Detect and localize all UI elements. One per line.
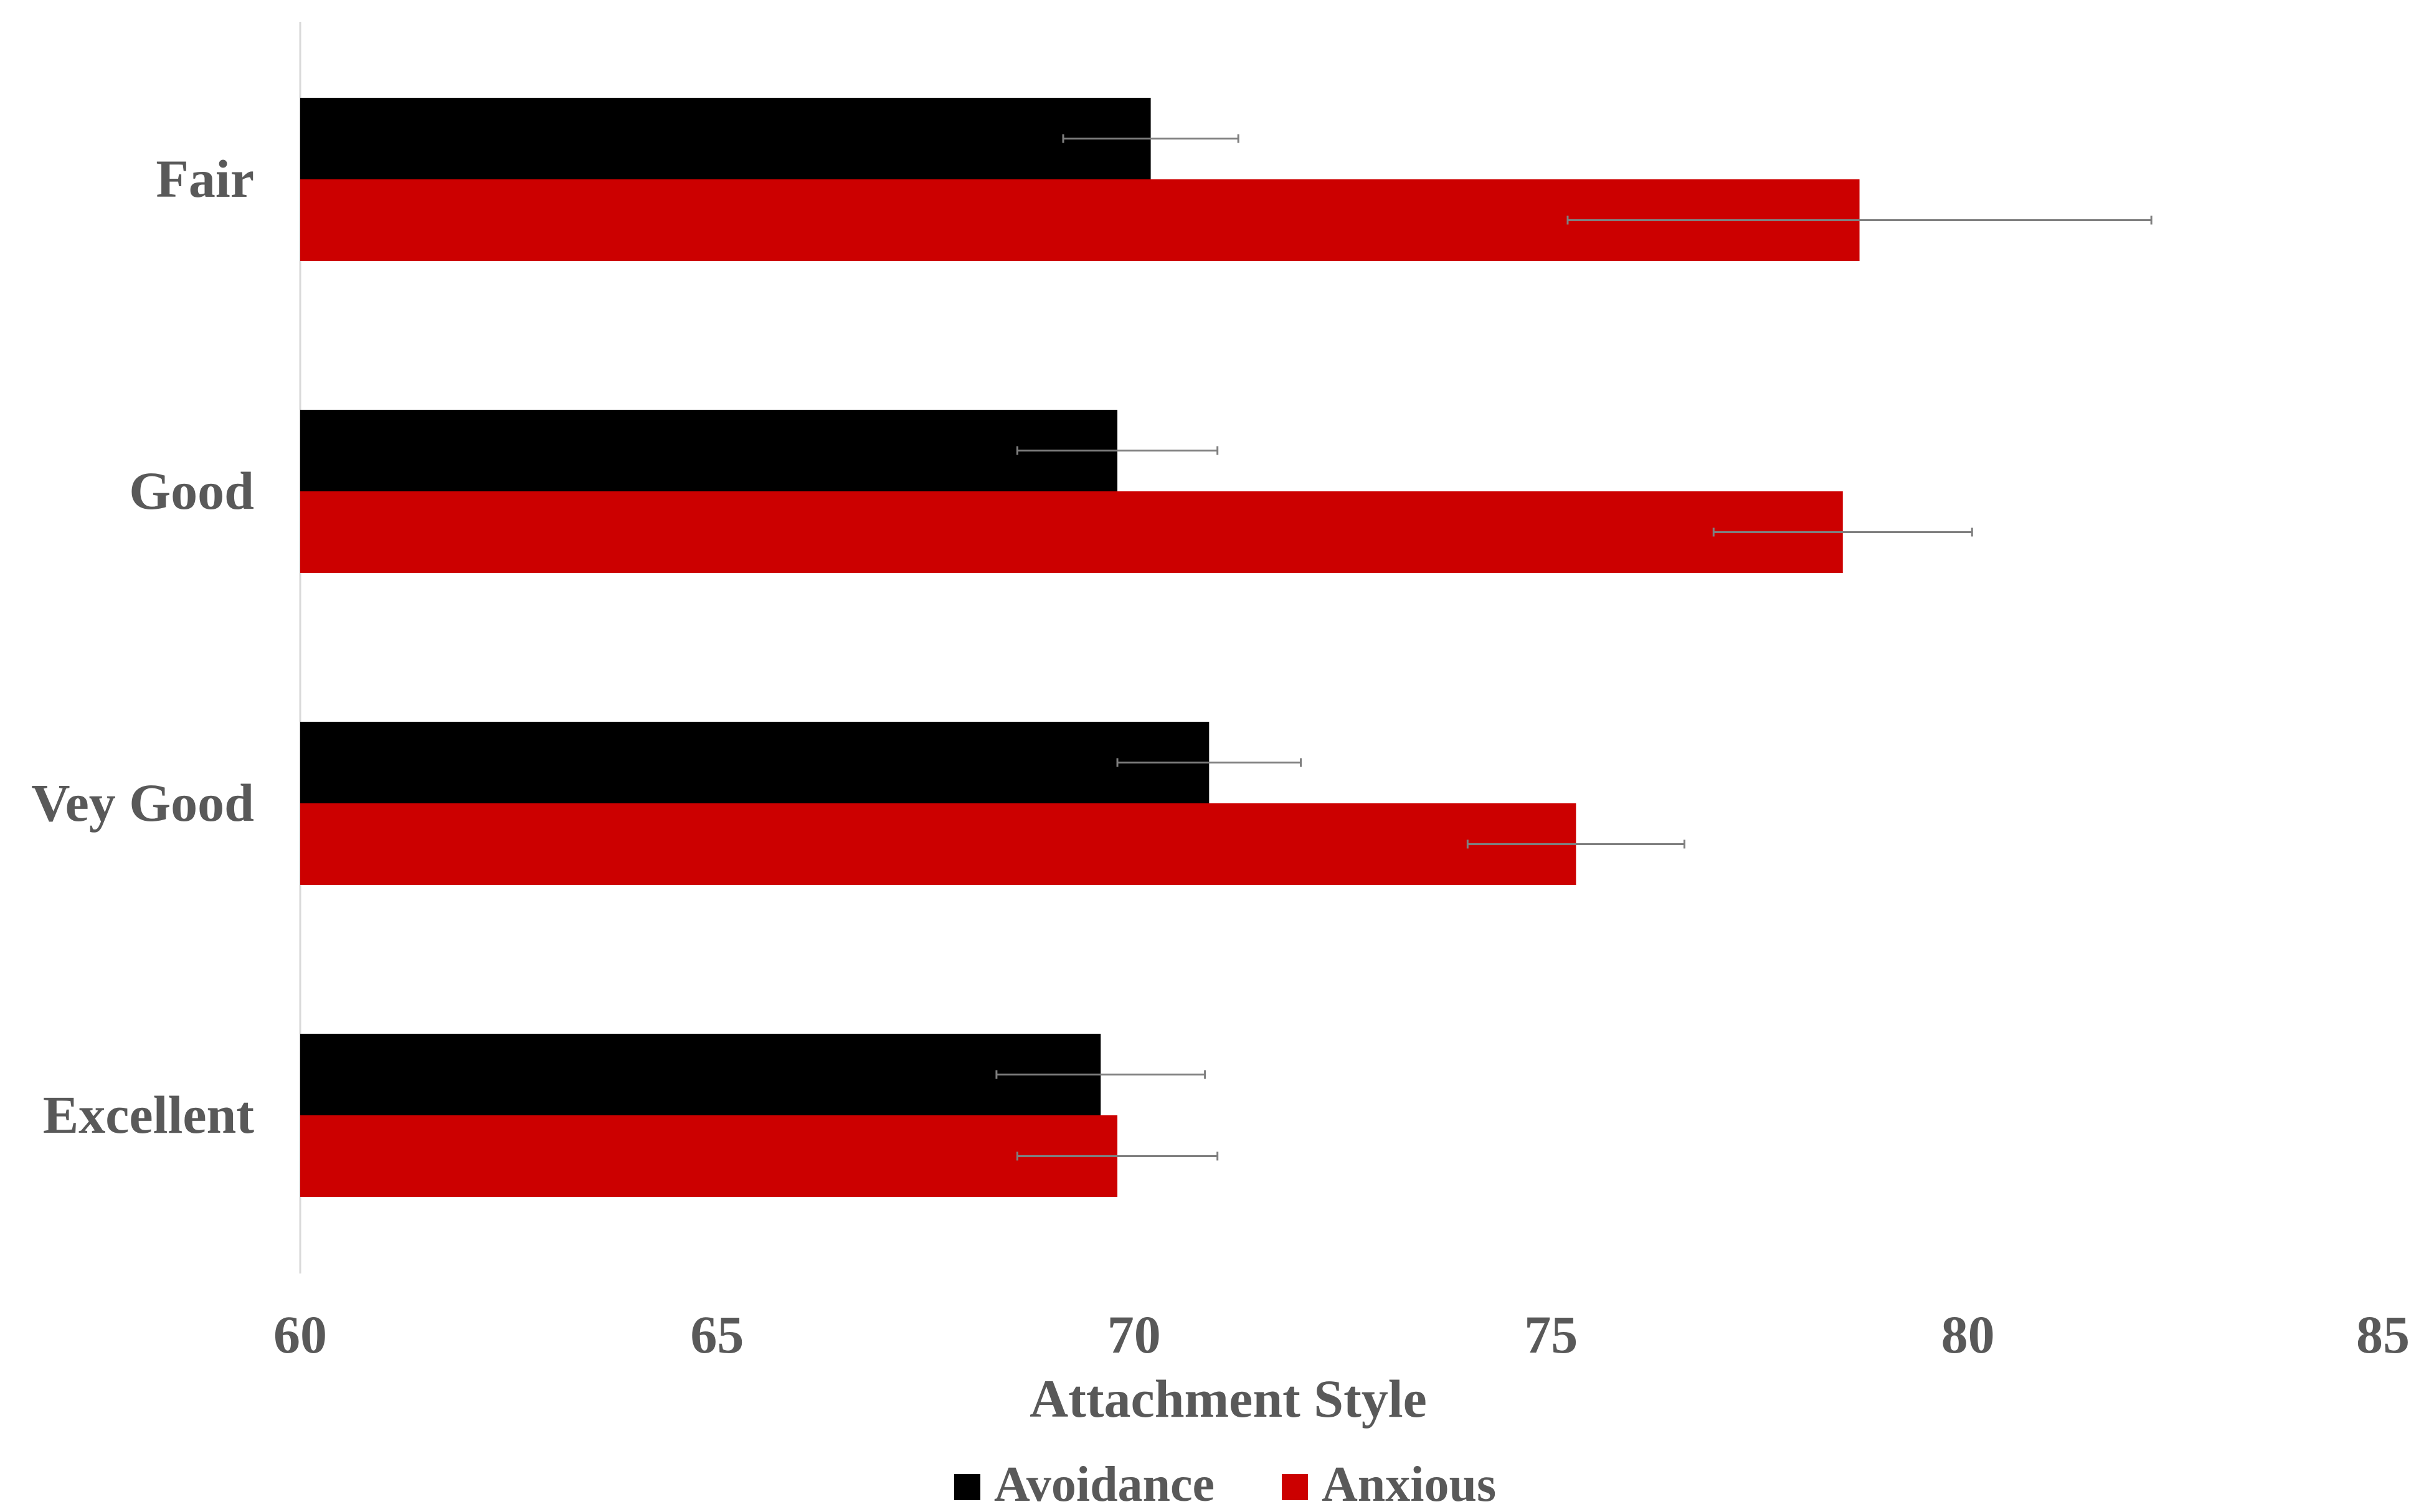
legend: Avoidance Anxious xyxy=(954,1457,1496,1512)
x-tick-labels-layer: 60 65 70 75 80 85 xyxy=(273,1305,2410,1364)
error-bar-avoidance-good xyxy=(1016,446,1219,455)
x-tick-label-85: 85 xyxy=(2356,1305,2410,1364)
error-bar-anxious-good xyxy=(1712,527,1973,537)
category-label-excellent: Excellent xyxy=(43,1085,254,1145)
bar-avoidance-fair xyxy=(300,98,1151,179)
bar-avoidance-good xyxy=(300,410,1118,491)
error-bars-layer xyxy=(995,134,2153,1161)
category-label-fair: Fair xyxy=(156,149,254,209)
error-bar-avoidance-excellent xyxy=(995,1070,1206,1079)
x-tick-label-75: 75 xyxy=(1524,1305,1578,1364)
error-bar-anxious-fair xyxy=(1566,215,2153,225)
x-axis-title: Attachment Style xyxy=(1030,1369,1427,1429)
legend-label-anxious: Anxious xyxy=(1322,1457,1496,1509)
error-bar-avoidance-fair xyxy=(1062,134,1239,143)
x-tick-label-65: 65 xyxy=(690,1305,744,1364)
legend-item-avoidance: Avoidance xyxy=(954,1457,1215,1512)
legend-label-avoidance: Avoidance xyxy=(994,1457,1215,1509)
legend-swatch-anxious xyxy=(1282,1474,1308,1500)
legend-item-anxious: Anxious xyxy=(1282,1457,1496,1512)
bars-layer xyxy=(300,98,1860,1197)
category-labels-layer: Excellent Vey Good Good Fair xyxy=(31,149,254,1145)
bar-avoidance-vey-good xyxy=(300,722,1210,803)
bar-anxious-good xyxy=(300,491,1843,573)
bar-anxious-excellent xyxy=(300,1115,1118,1197)
error-bar-anxious-excellent xyxy=(1016,1151,1219,1161)
bar-avoidance-excellent xyxy=(300,1034,1101,1115)
legend-swatch-avoidance xyxy=(954,1474,980,1500)
x-tick-label-60: 60 xyxy=(273,1305,327,1364)
error-bar-avoidance-vey-good xyxy=(1116,758,1302,767)
category-label-vey-good: Vey Good xyxy=(31,773,254,833)
x-tick-label-80: 80 xyxy=(1941,1305,1995,1364)
error-bar-anxious-vey-good xyxy=(1466,839,1685,849)
bar-anxious-vey-good xyxy=(300,803,1576,885)
category-label-good: Good xyxy=(129,461,254,521)
x-tick-label-70: 70 xyxy=(1107,1305,1161,1364)
